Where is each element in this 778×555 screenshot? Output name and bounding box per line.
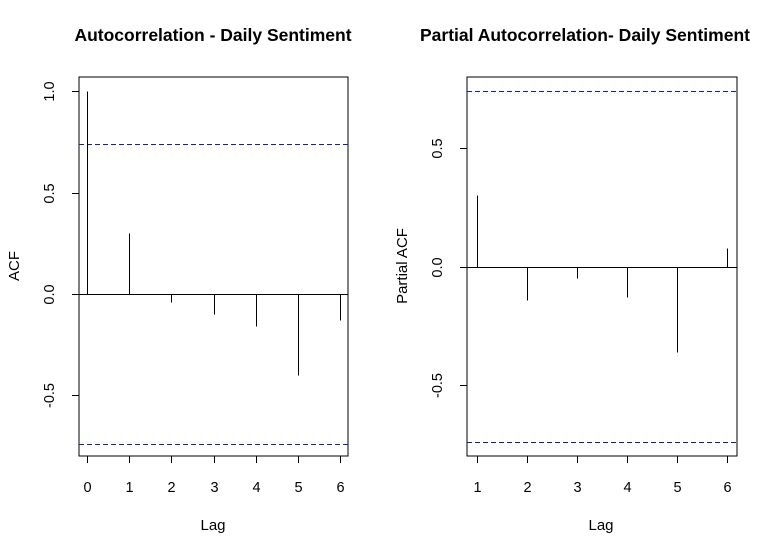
acf-y-tick-label: -0.5 [42,383,58,408]
pacf-y-axis: -0.5 0.0 0.5 [430,138,467,398]
pacf-confidence-bounds [467,91,737,443]
acf-x-tick-label: 4 [252,480,260,496]
acf-y-tick-label: 0.0 [42,284,58,304]
acf-confidence-bounds [79,144,348,445]
pacf-spikes [477,195,728,353]
pacf-x-tick-label: 5 [673,480,681,496]
acf-x-tick-label: 3 [210,480,218,496]
acf-y-tick-label: 0.5 [42,183,58,203]
acf-y-tick-label: 1.0 [42,81,58,101]
acf-x-axis-label: Lag [200,517,225,534]
acf-panel: Autocorrelation - Daily Sentiment -0.5 0.… [6,25,352,534]
acf-x-axis: 0 1 2 3 4 5 6 [83,456,345,496]
acf-spikes [87,91,341,376]
pacf-x-tick-label: 1 [473,480,481,496]
pacf-x-axis-label: Lag [588,517,613,534]
acf-x-tick-label: 5 [294,480,302,496]
pacf-y-tick-label: 0.0 [430,257,446,277]
acf-x-tick-label: 0 [83,480,91,496]
pacf-x-tick-label: 6 [723,480,731,496]
pacf-x-tick-label: 3 [573,480,581,496]
acf-x-tick-label: 6 [336,480,344,496]
pacf-x-tick-label: 2 [523,480,531,496]
pacf-y-axis-label: Partial ACF [394,228,411,304]
pacf-x-axis: 1 2 3 4 5 6 [473,456,732,496]
acf-x-tick-label: 1 [125,480,133,496]
acf-x-tick-label: 2 [167,480,175,496]
pacf-y-tick-label: -0.5 [430,373,446,398]
pacf-y-tick-label: 0.5 [430,138,446,158]
pacf-title: Partial Autocorrelation- Daily Sentiment [420,25,750,45]
acf-y-axis-label: ACF [6,251,23,281]
pacf-x-tick-label: 4 [623,480,631,496]
acf-y-axis: -0.5 0.0 0.5 1.0 [42,81,79,408]
pacf-plot-frame [466,76,738,457]
acf-title: Autocorrelation - Daily Sentiment [74,25,351,45]
acf-plot-frame [78,76,349,457]
pacf-panel: Partial Autocorrelation- Daily Sentiment… [394,25,750,534]
